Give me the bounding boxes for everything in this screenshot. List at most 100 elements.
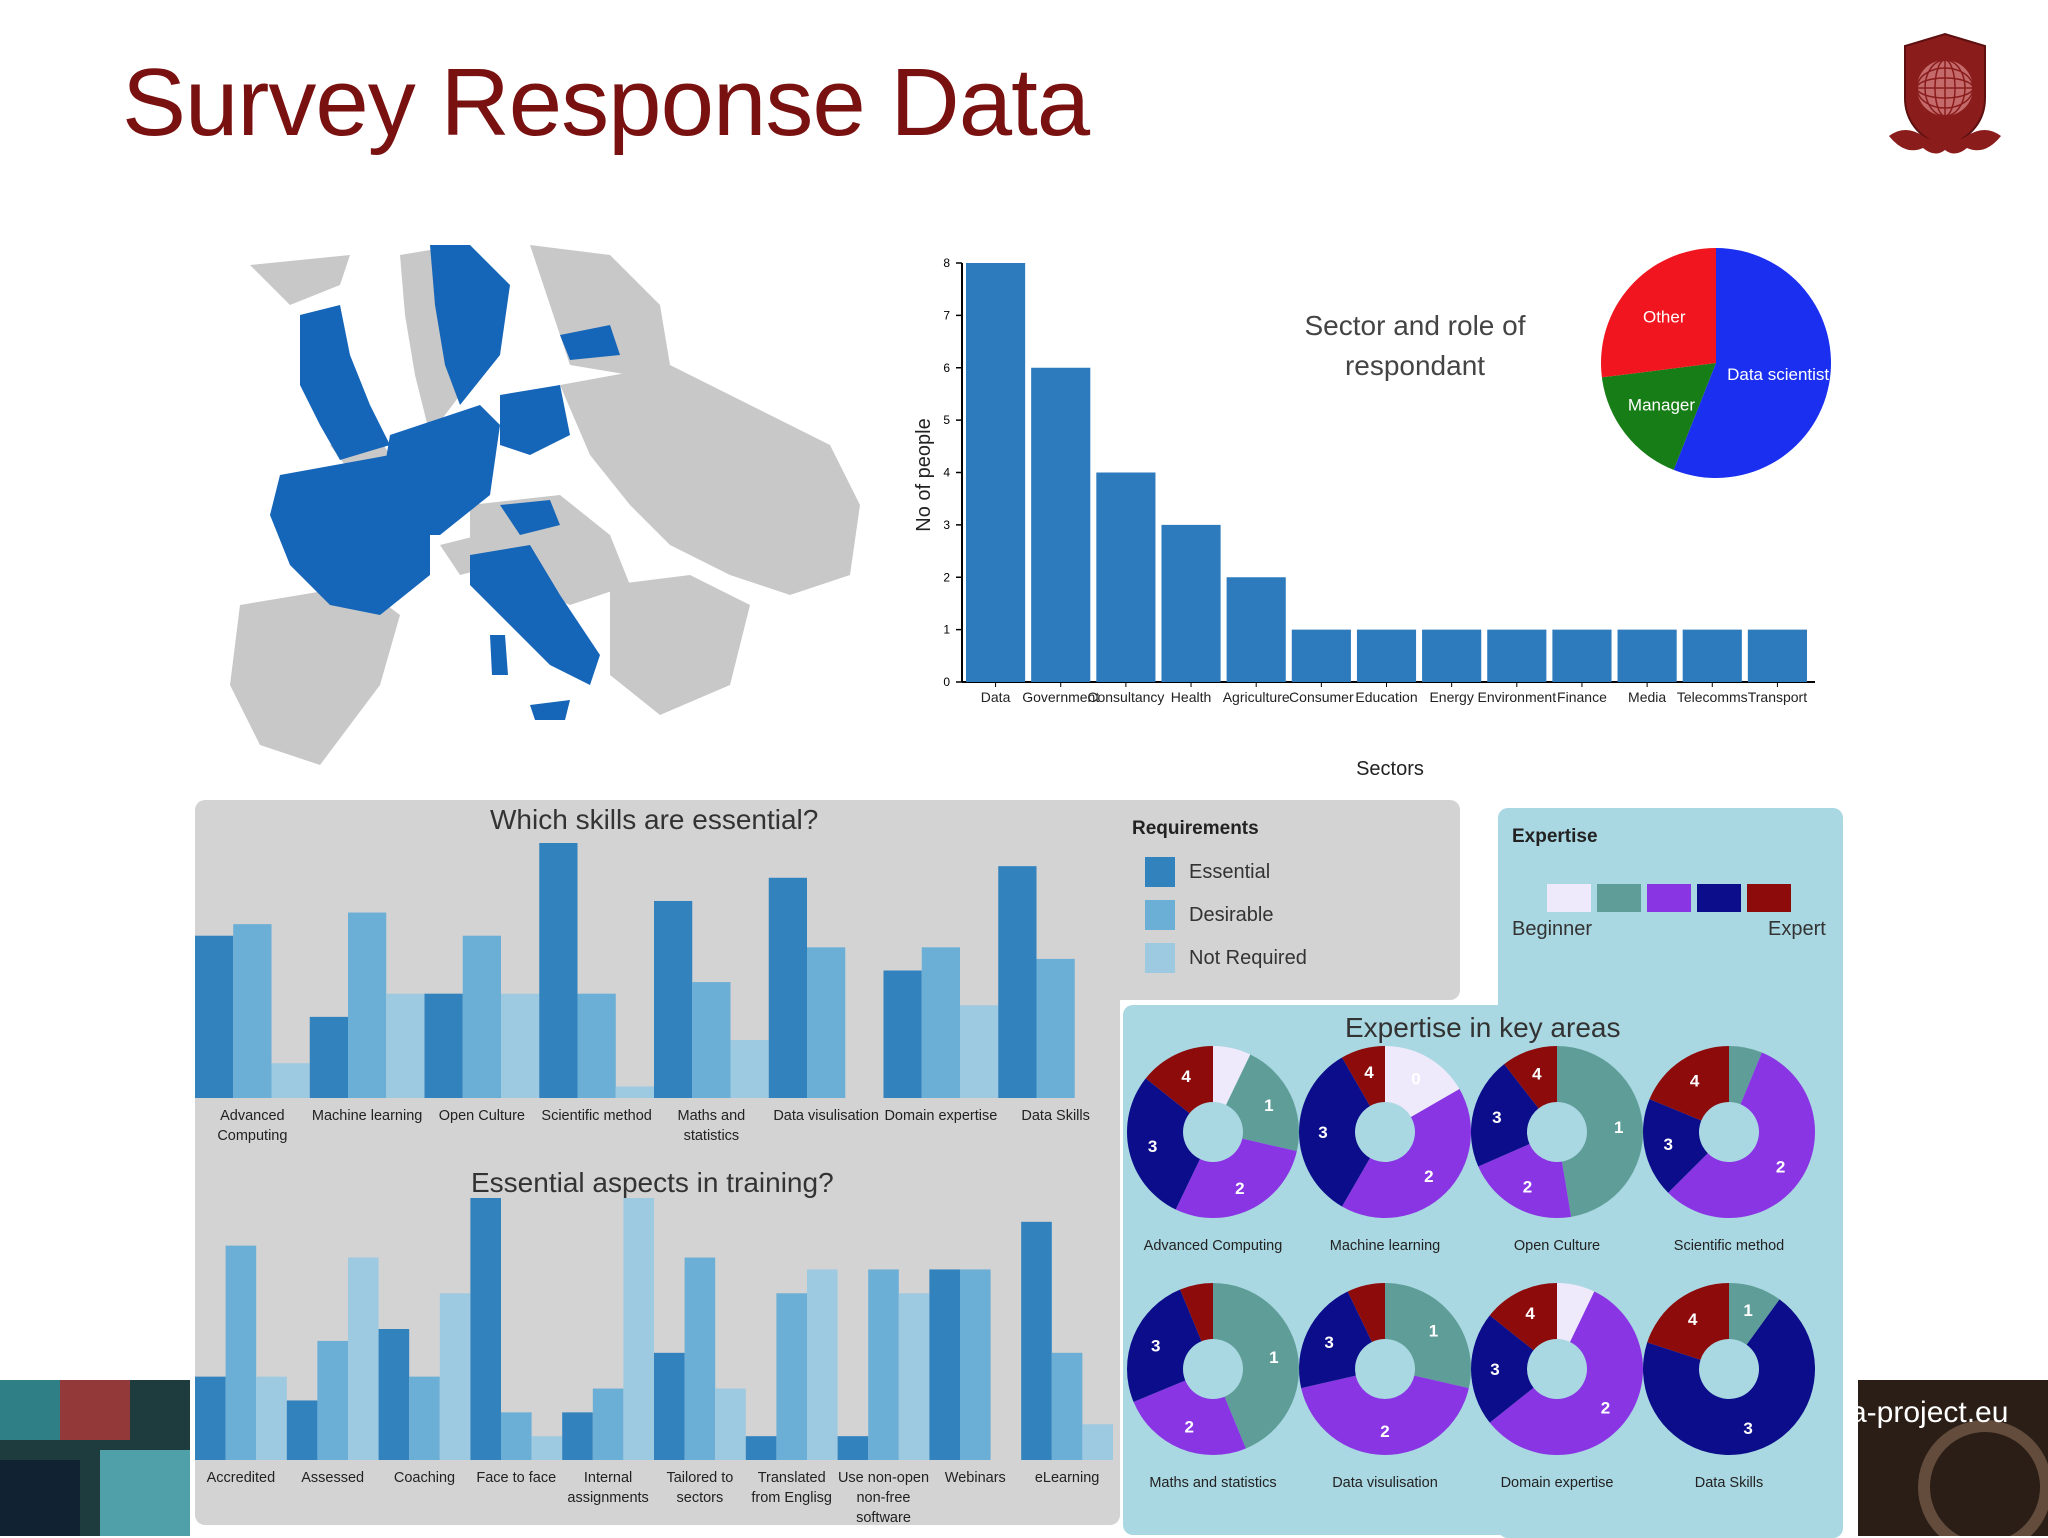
- expertise-donut-slice: [1226, 1054, 1299, 1152]
- legend-swatch-desirable: [1145, 900, 1175, 930]
- expertise-donut-slice: [1301, 1375, 1469, 1455]
- bar-training: [470, 1198, 501, 1460]
- expertise-donut-title: Data visulisation: [1332, 1475, 1438, 1491]
- expertise-donut-label: 1: [1614, 1118, 1623, 1137]
- category-label: Maths and: [678, 1108, 746, 1124]
- sector-bar: [1291, 629, 1351, 682]
- sector-x-tick-label: Media: [1628, 689, 1666, 705]
- sector-x-tick-label: Health: [1171, 689, 1211, 705]
- footer-url: a-project.eu: [1850, 1396, 2009, 1429]
- legend-label-essential: Essential: [1189, 860, 1271, 883]
- legend-not-required: Not Required: [1145, 943, 1307, 973]
- expertise-donut-label: 3: [1148, 1137, 1157, 1156]
- sector-y-tick-label: 8: [943, 256, 950, 270]
- sector-y-tick-label: 0: [943, 675, 950, 689]
- bar-training: [1082, 1424, 1113, 1460]
- expertise-donut-slice: [1557, 1046, 1643, 1217]
- expertise-donut-slice: [1471, 1064, 1539, 1167]
- map-region-italy: [470, 545, 600, 685]
- bar-training: [960, 1269, 991, 1460]
- expertise-donut-title: Maths and statistics: [1149, 1475, 1276, 1491]
- bar-skills: [271, 1063, 310, 1098]
- sector-bar: [966, 263, 1026, 682]
- bar-training: [348, 1257, 379, 1460]
- sector-bar: [1356, 629, 1417, 682]
- category-label: Advanced: [220, 1108, 285, 1124]
- sector-y-tick-label: 6: [943, 361, 950, 375]
- expertise-donut-slice: [1471, 1315, 1534, 1423]
- bar-skills: [960, 1005, 999, 1098]
- sector-annotation: Sector and role of respondant: [1304, 310, 1526, 381]
- sector-x-tick-label: Government: [1022, 689, 1099, 705]
- expertise-donut-label: 1: [1429, 1321, 1438, 1340]
- expertise-donut-label: 4: [1181, 1067, 1191, 1086]
- bar-training: [378, 1329, 410, 1460]
- category-label: software: [856, 1510, 911, 1526]
- bar-skills: [921, 947, 960, 1098]
- map-region-balkans: [610, 575, 750, 715]
- sector-x-tick-label: Data: [981, 689, 1011, 705]
- category-label: Scientific method: [541, 1108, 651, 1124]
- expertise-donut-slice: [1729, 1046, 1762, 1105]
- expertise-donut-label: 4: [1364, 1063, 1374, 1082]
- europe-map: [230, 245, 860, 765]
- expertise-donut-label: 2: [1523, 1178, 1532, 1197]
- role-pie-label: Data scientist: [1727, 365, 1829, 384]
- expertise-donut-slice: [1299, 1291, 1372, 1389]
- bar-training: [1051, 1352, 1083, 1460]
- bar-training: [868, 1269, 899, 1460]
- sector-bar: [1747, 629, 1807, 682]
- sector-y-tick-label: 1: [943, 623, 950, 637]
- expertise-donut-label: 1: [1264, 1096, 1273, 1115]
- expertise-donut-title: Domain expertise: [1501, 1475, 1614, 1491]
- expertise-donut-slice: [1342, 1046, 1385, 1107]
- expertise-donut-slice: [1668, 1052, 1815, 1218]
- expertise-donut-label: 2: [1601, 1399, 1610, 1418]
- bar-skills: [309, 1016, 348, 1098]
- category-label: Tailored to: [666, 1470, 733, 1486]
- expertise-donut-slice: [1478, 1144, 1572, 1218]
- training-bar-chart: Accredited Assessed Coaching Face to face In…: [195, 1198, 1113, 1526]
- sector-x-tick-label: Consultancy: [1087, 689, 1164, 705]
- sector-y-axis-label: No of people: [913, 418, 935, 531]
- expertise-legend-low: Beginner: [1512, 918, 1593, 940]
- expertise-donut-label: 3: [1151, 1336, 1160, 1355]
- bar-skills: [195, 935, 234, 1098]
- expertise-donut-slice: [1489, 1291, 1643, 1455]
- bar-skills: [692, 982, 731, 1098]
- expertise-legend-swatch: [1697, 884, 1741, 912]
- expertise-donut-slice: [1213, 1283, 1300, 1449]
- expertise-donut-label: 1: [1269, 1348, 1278, 1367]
- bar-skills: [615, 1086, 654, 1098]
- expertise-donut-slice: [1299, 1057, 1370, 1207]
- sector-bar: [1552, 629, 1612, 682]
- expertise-donut-charts: 1 2 3 4 Advanced Computing 0 2 3 4 Machine learni…: [1127, 1046, 1815, 1491]
- expertise-donut-label: 3: [1490, 1360, 1499, 1379]
- expertise-legend-swatch: [1547, 884, 1591, 912]
- footer-decoration-right: [1858, 1380, 2048, 1536]
- map-region-east: [560, 365, 860, 595]
- sector-y-tick-label: 4: [943, 466, 950, 480]
- sector-bar: [1422, 629, 1482, 682]
- bar-training: [929, 1269, 960, 1460]
- bar-skills: [768, 877, 807, 1098]
- expertise-donut-slice: [1647, 1283, 1729, 1360]
- legend-essential: Essential: [1145, 857, 1270, 887]
- bar-skills: [1036, 958, 1075, 1098]
- expertise-donut-slice: [1643, 1099, 1708, 1193]
- bar-skills: [348, 912, 387, 1098]
- category-label: Domain expertise: [884, 1108, 997, 1124]
- bar-training: [592, 1388, 624, 1460]
- role-pie-label: Manager: [1628, 395, 1695, 414]
- expertise-legend-swatch: [1647, 884, 1691, 912]
- sector-y-tick-label: 3: [943, 518, 950, 532]
- requirements-legend-title: Requirements: [1132, 818, 1259, 839]
- expertise-donut-slice: [1557, 1283, 1595, 1342]
- bar-training: [837, 1436, 869, 1460]
- training-title: Essential aspects in training?: [471, 1167, 834, 1198]
- bar-training: [562, 1412, 593, 1460]
- category-label: sectors: [677, 1490, 724, 1506]
- legend-swatch-essential: [1145, 857, 1175, 887]
- bar-skills: [654, 900, 693, 1098]
- bar-training: [807, 1269, 838, 1460]
